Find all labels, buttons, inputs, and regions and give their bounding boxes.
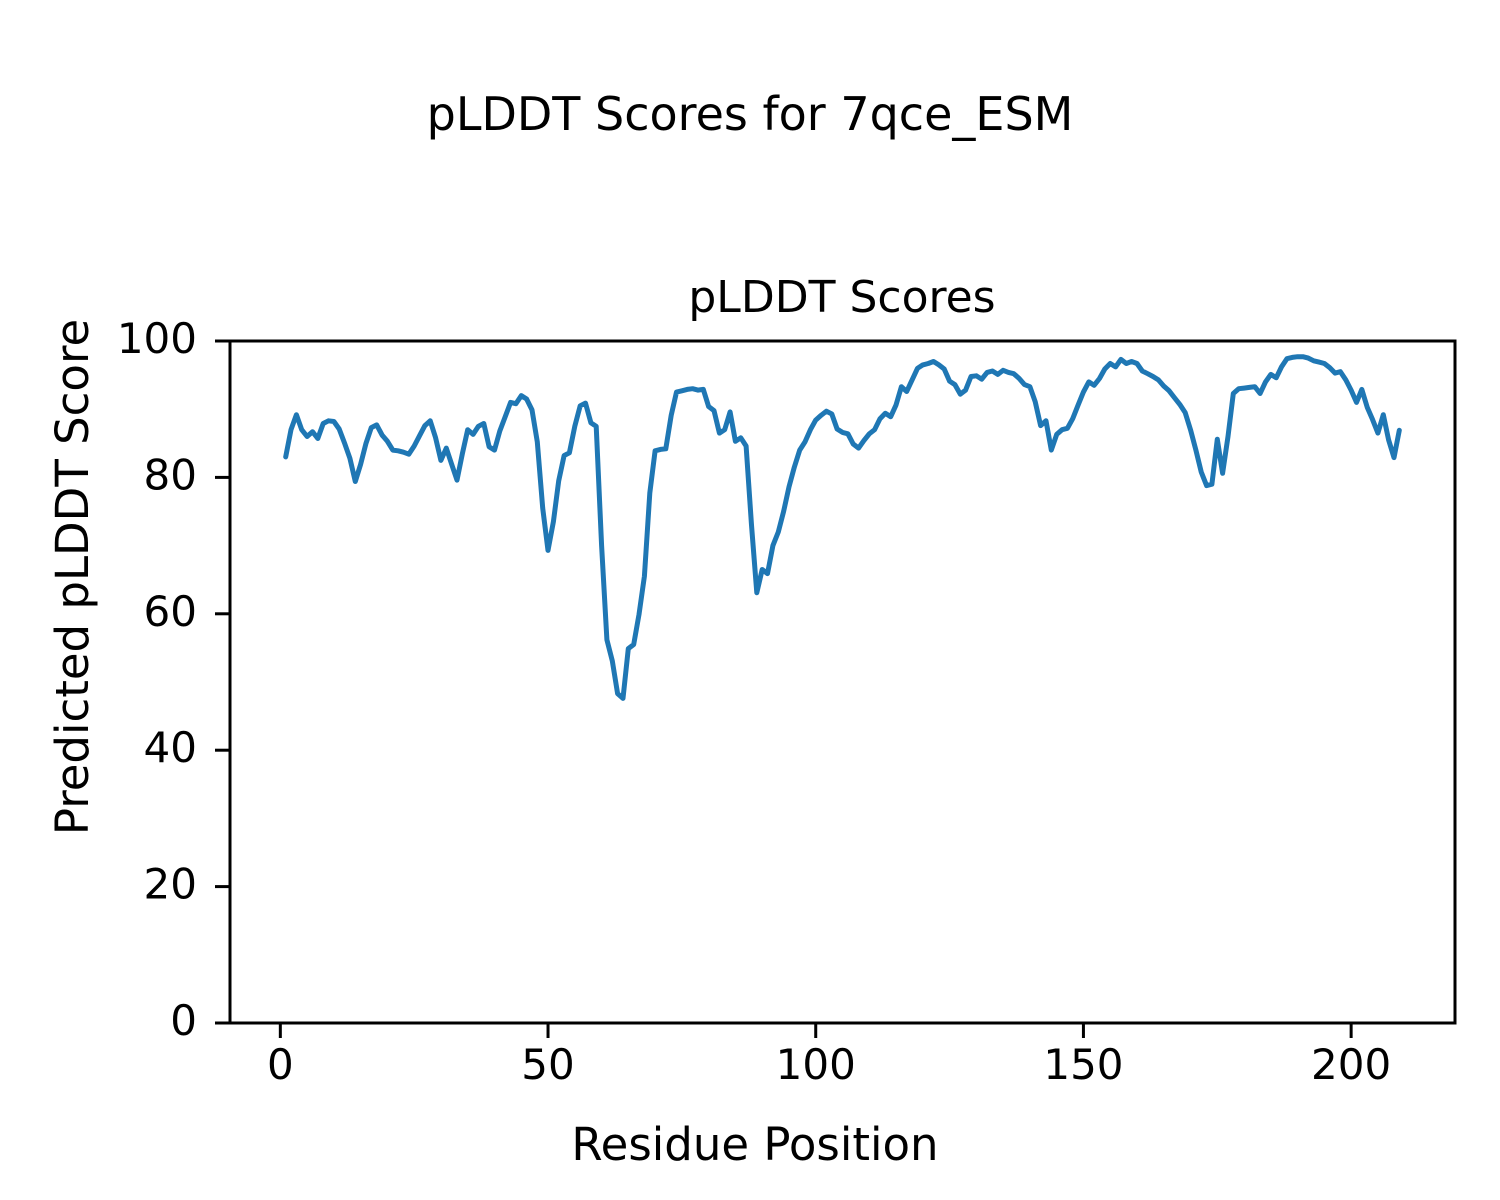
plot-frame: [228, 339, 1457, 1025]
figure-suptitle: pLDDT Scores for 7qce_ESM: [427, 87, 1074, 141]
y-tick-label: 100: [117, 314, 197, 363]
y-axis-label: Predicted pLDDT Score: [46, 319, 99, 835]
x-axis: 0 50 100 150 200: [267, 1023, 1391, 1089]
axes-title: pLDDT Scores: [688, 272, 995, 323]
x-tick-label: 100: [776, 1040, 856, 1089]
plddt-series-line: [283, 354, 1402, 701]
x-tick-label: 200: [1311, 1040, 1391, 1089]
y-tick-label: 60: [144, 587, 197, 636]
y-axis: 0 20 40 60 80 100: [117, 314, 230, 1045]
x-tick-label: 0: [267, 1040, 294, 1089]
x-axis-label: Residue Position: [571, 1118, 938, 1171]
y-tick-label: 0: [170, 996, 197, 1045]
y-tick-label: 80: [144, 450, 197, 499]
x-tick-label: 50: [521, 1040, 574, 1089]
x-tick-label: 150: [1043, 1040, 1123, 1089]
y-tick-label: 20: [144, 860, 197, 909]
y-tick-label: 40: [144, 723, 197, 772]
